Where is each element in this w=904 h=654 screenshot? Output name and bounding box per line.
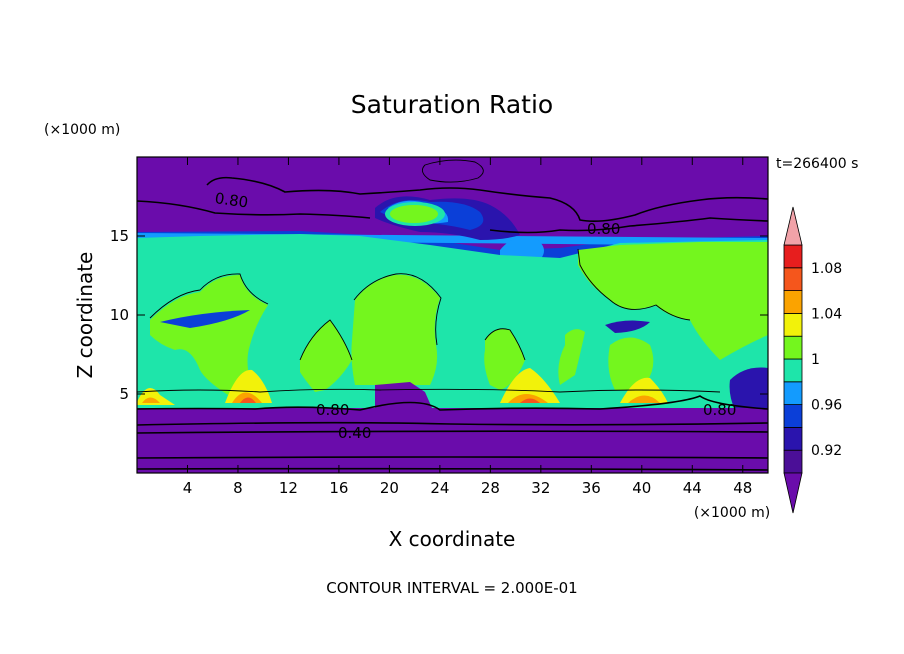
contour-label: 0.80: [214, 189, 250, 211]
contour-label: 0.80: [316, 401, 349, 419]
colorbar-label: 1.08: [811, 261, 842, 277]
colorbar-label: 1.04: [811, 306, 842, 322]
x-tick-label: 28: [481, 479, 500, 497]
x-tick-label: 12: [279, 479, 298, 497]
contour-field: [137, 157, 768, 473]
x-tick-label: 44: [683, 479, 702, 497]
colorbar-swatch: [783, 312, 803, 337]
colorbar-swatch: [783, 335, 803, 360]
colorbar-swatch: [783, 358, 803, 383]
colorbar-label: 0.92: [811, 443, 842, 459]
colorbar-swatch: [783, 449, 803, 474]
contour-interval-note: CONTOUR INTERVAL = 2.000E-01: [326, 579, 577, 597]
y-tick-label: 5: [119, 385, 129, 403]
x-tick-label: 8: [233, 479, 243, 497]
x-tick-label: 32: [531, 479, 550, 497]
x-tick-label: 16: [329, 479, 348, 497]
colorbar-swatch: [783, 404, 803, 428]
y-axis-unit: (×1000 m): [44, 122, 120, 138]
x-tick-label: 36: [582, 479, 601, 497]
x-tick-label: 40: [632, 479, 651, 497]
colorbar-over-arrow: [783, 206, 803, 246]
time-label: t=266400 s: [776, 156, 858, 172]
y-axis-label: Z coordinate: [73, 252, 97, 379]
y-tick-label: 15: [110, 227, 129, 245]
x-axis: 4 8 12 16 20 24 28 32 36 40 44 48: [183, 157, 752, 497]
colorbar-swatch: [783, 290, 803, 314]
y-axis: 5 10 15: [110, 227, 768, 403]
contour-lines-thin: [137, 159, 721, 393]
colorbar-swatch: [783, 244, 803, 269]
colorbar-swatch: [783, 267, 803, 291]
y-tick-label: 10: [110, 306, 129, 324]
colorbar-swatch: [783, 381, 803, 405]
colorbar-under-arrow: [783, 472, 803, 514]
chart-title: Saturation Ratio: [351, 90, 553, 119]
x-tick-label: 4: [183, 479, 193, 497]
colorbar-swatch: [783, 426, 803, 451]
x-axis-unit: (×1000 m): [694, 505, 770, 521]
colorbar: 1.08 1.04 1 0.96 0.92: [783, 206, 842, 514]
x-tick-label: 20: [380, 479, 399, 497]
colorbar-label: 0.96: [811, 398, 842, 414]
contour-label: 0.80: [703, 401, 736, 419]
x-tick-label: 48: [733, 479, 752, 497]
contour-label-group: 0.80 0.80 0.80 0.80 0.40: [214, 189, 737, 442]
contour-label: 0.40: [338, 424, 371, 442]
x-axis-label: X coordinate: [389, 527, 516, 551]
contour-lines: [137, 176, 768, 471]
colorbar-label: 1: [811, 352, 820, 368]
x-tick-label: 24: [430, 479, 449, 497]
contour-label: 0.80: [587, 220, 620, 238]
